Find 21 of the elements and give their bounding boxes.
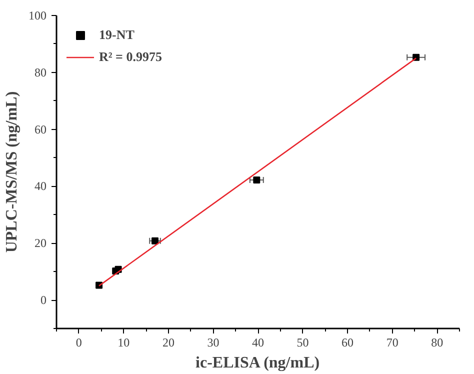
y-tick-label: 20 (34, 236, 46, 250)
x-tick-label: 0 (76, 336, 82, 350)
point (253, 176, 260, 184)
point (152, 237, 159, 244)
x-tick-label: 40 (252, 336, 264, 350)
y-tick-label: 80 (34, 65, 46, 80)
x-tick-label: 20 (162, 336, 174, 350)
y-tick-label: 100 (28, 8, 46, 22)
x-tick-label: 50 (296, 336, 309, 350)
x-tick-label: 60 (342, 336, 354, 350)
x-tick-label: 30 (207, 336, 220, 350)
x-tick-label: 70 (386, 336, 398, 350)
x-axis-title: ic-ELISA (ng/mL) (196, 354, 320, 372)
y-tick-label: 0 (40, 293, 46, 308)
y-tick-label: 60 (34, 122, 46, 136)
legend-label: R² = 0.9975 (99, 49, 162, 65)
y-axis-title: UPLC-MS/MS (ng/mL) (4, 91, 20, 253)
x-tick-label: 80 (431, 336, 444, 350)
x-tick-label: 10 (118, 336, 130, 350)
legend-label: 19-NT (99, 27, 134, 43)
y-tick-label: 40 (34, 179, 46, 194)
